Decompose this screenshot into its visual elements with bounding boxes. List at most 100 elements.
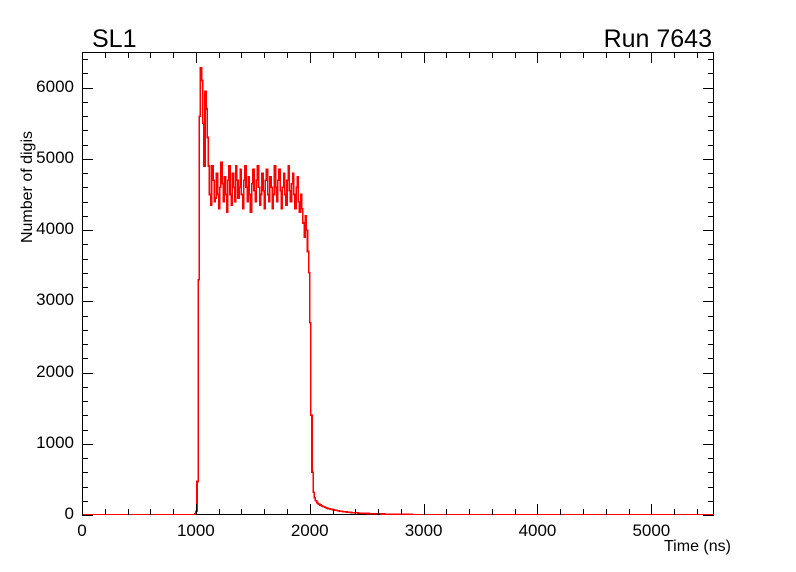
tick-mark <box>708 59 714 61</box>
tick-mark <box>82 472 88 474</box>
tick-mark <box>708 201 714 203</box>
tick-mark <box>423 52 425 63</box>
tick-mark <box>469 52 471 58</box>
tick-mark <box>491 52 493 58</box>
tick-mark <box>708 401 714 403</box>
tick-mark <box>708 486 714 488</box>
tick-mark <box>651 52 653 63</box>
x-tick-label: 0 <box>77 521 87 540</box>
tick-mark <box>703 443 714 445</box>
y-axis-title: Number of digis <box>19 130 36 244</box>
tick-mark <box>708 344 714 346</box>
tick-mark <box>82 116 88 118</box>
tick-mark <box>82 429 88 431</box>
tick-mark <box>469 509 471 515</box>
tick-mark <box>378 52 380 58</box>
tick-mark <box>446 52 448 58</box>
tick-mark <box>583 52 585 58</box>
tick-mark <box>127 52 129 58</box>
tick-mark <box>708 244 714 246</box>
tick-mark <box>446 509 448 515</box>
tick-mark <box>674 52 676 58</box>
tick-mark <box>195 504 197 515</box>
tick-mark <box>332 52 334 58</box>
tick-mark <box>82 244 88 246</box>
tick-mark <box>355 52 357 58</box>
tick-mark <box>82 486 88 488</box>
tick-mark <box>82 173 88 175</box>
tick-mark <box>82 201 88 203</box>
tick-mark <box>82 372 93 374</box>
tick-mark <box>703 230 714 232</box>
tick-mark <box>82 344 88 346</box>
tick-mark <box>708 73 714 75</box>
tick-mark <box>82 215 88 217</box>
tick-mark <box>605 52 607 58</box>
tick-mark <box>514 509 516 515</box>
y-tick-label: 6000 <box>36 76 74 96</box>
tick-mark <box>82 187 88 189</box>
tick-mark <box>150 52 152 58</box>
tick-mark <box>708 500 714 502</box>
tick-mark <box>708 258 714 260</box>
y-tick-label: 3000 <box>36 290 74 310</box>
tick-mark <box>355 509 357 515</box>
tick-mark <box>82 443 93 445</box>
tick-mark <box>82 158 93 160</box>
tick-mark <box>560 52 562 58</box>
x-axis-title: Time (ns) <box>664 538 731 555</box>
tick-mark <box>703 515 714 516</box>
tick-mark <box>82 515 93 516</box>
tick-mark <box>400 509 402 515</box>
tick-mark <box>82 73 88 75</box>
tick-mark <box>82 301 93 303</box>
tick-mark <box>264 509 266 515</box>
y-tick-label: 4000 <box>36 219 74 239</box>
tick-mark <box>82 87 93 89</box>
x-tick-label: 5000 <box>632 521 671 540</box>
tick-mark <box>82 52 83 63</box>
tick-mark <box>491 509 493 515</box>
y-tick-label: 2000 <box>36 361 74 381</box>
tick-mark <box>708 173 714 175</box>
tick-mark <box>309 52 311 63</box>
tick-mark <box>127 509 129 515</box>
y-tick-label: 1000 <box>36 432 74 452</box>
tick-mark <box>708 472 714 474</box>
tick-mark <box>708 187 714 189</box>
y-tick-label: 5000 <box>36 147 74 167</box>
tick-mark <box>82 287 88 289</box>
tick-mark <box>82 59 88 61</box>
tick-mark <box>82 258 88 260</box>
tick-mark <box>104 509 106 515</box>
tick-mark <box>708 358 714 360</box>
tick-mark <box>241 509 243 515</box>
tick-mark <box>514 52 516 58</box>
tick-mark <box>708 215 714 217</box>
tick-mark <box>82 329 88 331</box>
tick-mark <box>82 500 88 502</box>
plot-title-right: Run 7643 <box>603 25 712 53</box>
tick-mark <box>583 509 585 515</box>
tick-mark <box>708 429 714 431</box>
tick-mark <box>708 386 714 388</box>
tick-mark <box>173 52 175 58</box>
tick-mark <box>82 230 93 232</box>
tick-mark <box>82 272 88 274</box>
tick-mark <box>708 272 714 274</box>
tick-mark <box>82 130 88 132</box>
tick-mark <box>560 509 562 515</box>
tick-mark <box>82 144 88 146</box>
tick-mark <box>708 287 714 289</box>
tick-mark <box>708 144 714 146</box>
tick-mark <box>537 52 539 63</box>
tick-mark <box>286 509 288 515</box>
tick-mark <box>708 329 714 331</box>
x-tick-label: 3000 <box>404 521 443 540</box>
tick-mark <box>378 509 380 515</box>
x-tick-label: 2000 <box>290 521 329 540</box>
tick-mark <box>218 52 220 58</box>
tick-mark <box>104 52 106 58</box>
tick-mark <box>150 509 152 515</box>
tick-mark <box>628 509 630 515</box>
